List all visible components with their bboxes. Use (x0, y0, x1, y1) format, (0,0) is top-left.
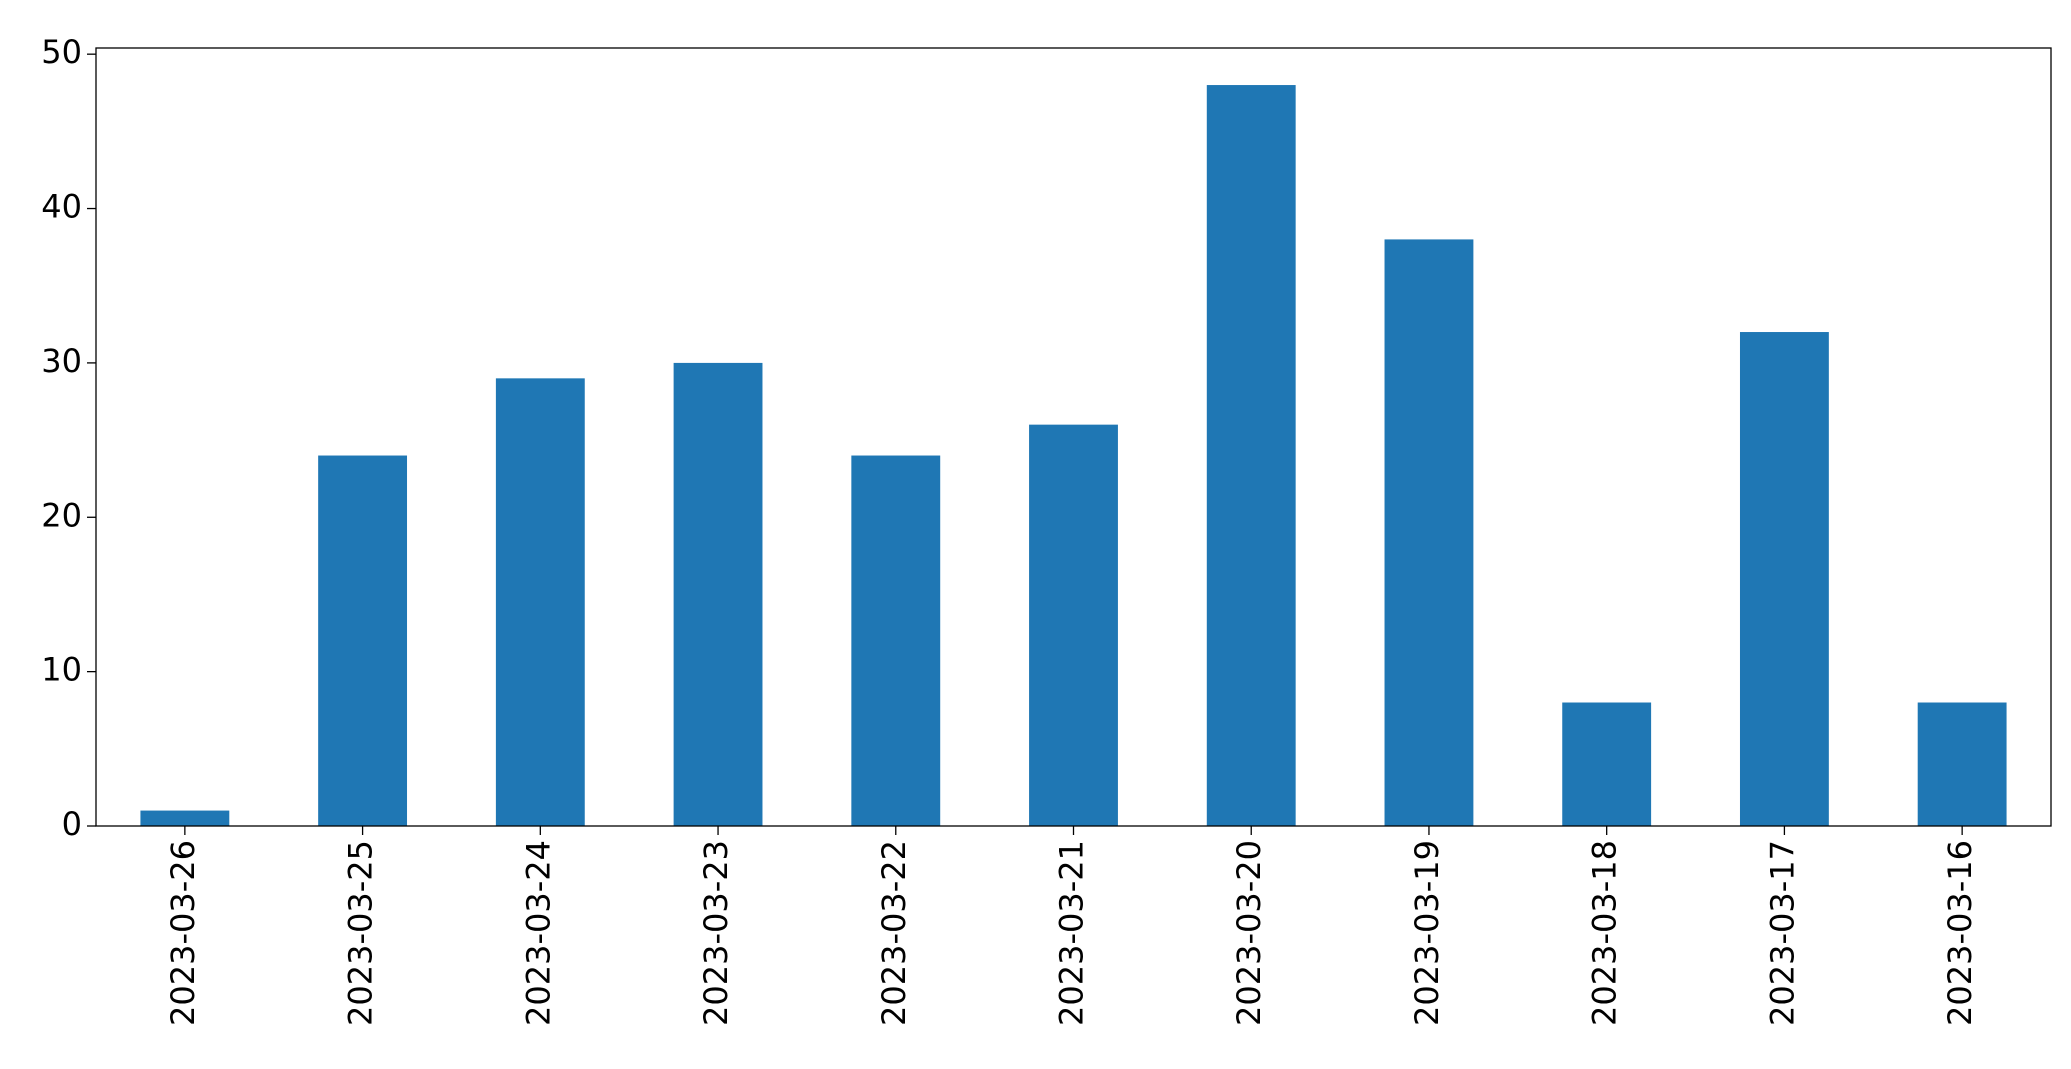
x-tick-label: 2023-03-25 (342, 840, 380, 1026)
bar (673, 362, 763, 826)
x-tick-label: 2023-03-16 (1941, 840, 1979, 1026)
x-tick-label: 2023-03-20 (1230, 840, 1268, 1026)
x-tick-label: 2023-03-22 (875, 840, 913, 1026)
x-tick-label: 2023-03-19 (1408, 840, 1446, 1026)
bar (851, 455, 941, 826)
y-tick-label: 40 (41, 188, 82, 226)
x-tick-label: 2023-03-21 (1053, 840, 1091, 1026)
x-tick-label: 2023-03-17 (1763, 840, 1801, 1026)
y-tick-label: 0 (62, 805, 82, 843)
bar (1384, 239, 1474, 826)
x-tick-label: 2023-03-23 (697, 840, 735, 1026)
plot-frame (95, 47, 2052, 827)
bar (495, 378, 585, 826)
bar (1206, 85, 1296, 827)
y-tick-label: 10 (41, 651, 82, 689)
bar (1917, 702, 2007, 826)
y-tick-label: 50 (41, 33, 82, 71)
y-tick-label: 30 (41, 342, 82, 380)
bar (1029, 424, 1118, 826)
x-tick-label: 2023-03-26 (164, 840, 202, 1026)
x-tick-label: 2023-03-24 (519, 840, 557, 1026)
bar (318, 455, 408, 826)
bar (1562, 702, 1652, 826)
bar (140, 810, 230, 826)
y-tick-label: 20 (41, 496, 82, 534)
x-tick-label: 2023-03-18 (1586, 840, 1624, 1026)
bar (1739, 332, 1829, 826)
